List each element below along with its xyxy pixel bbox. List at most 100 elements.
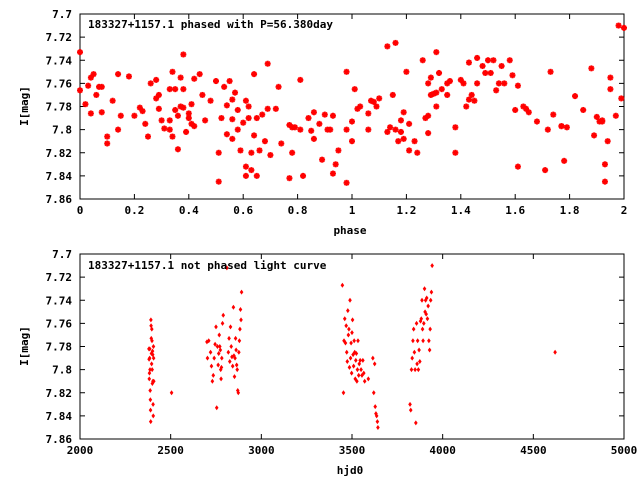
phased-marks — [77, 22, 627, 186]
phased-data-point — [256, 147, 263, 154]
phased-data-point — [384, 128, 391, 135]
unphased-data-point — [371, 390, 376, 396]
unphased-x-tick-label: 5000 — [611, 444, 638, 457]
phased-data-point — [444, 91, 451, 98]
phased-data-point — [174, 146, 181, 153]
phased-data-point — [215, 149, 222, 156]
unphased-data-point — [218, 347, 223, 353]
phased-data-point — [395, 138, 402, 145]
unphased-data-point — [214, 405, 219, 411]
phased-y-tick-label: 7.7 — [52, 8, 72, 21]
unphased-data-point — [424, 295, 429, 301]
unphased-data-point — [235, 387, 240, 393]
phased-data-point — [229, 116, 236, 123]
phased-data-point — [226, 78, 233, 85]
unphased-data-point — [218, 344, 222, 349]
phased-data-point — [98, 83, 105, 90]
phased-data-point — [278, 140, 285, 147]
phased-x-tick-label: 1.8 — [560, 204, 580, 217]
phased-data-point — [185, 115, 192, 122]
unphased-data-point — [419, 316, 424, 322]
unphased-data-point — [344, 349, 349, 355]
unphased-data-point — [151, 401, 155, 407]
phased-data-point — [223, 102, 230, 109]
unphased-data-point — [208, 349, 213, 355]
phased-y-tick-label: 7.78 — [46, 101, 73, 114]
unphased-data-point — [149, 361, 154, 367]
phased-data-point — [169, 68, 176, 75]
phased-data-point — [305, 115, 312, 122]
phased-data-point — [199, 91, 206, 98]
phased-data-point — [335, 147, 342, 154]
phased-data-point — [264, 60, 271, 67]
unphased-data-point — [228, 324, 233, 330]
unphased-data-point — [152, 378, 156, 384]
unphased-data-point — [233, 335, 238, 341]
phased-data-point — [525, 109, 532, 116]
unphased-y-tick-label: 7.82 — [46, 387, 73, 400]
unphased-data-point — [373, 404, 378, 410]
unphased-y-tick-label: 7.72 — [46, 271, 73, 284]
unphased-data-point — [226, 349, 231, 355]
phased-data-point — [291, 124, 298, 131]
unphased-x-tick-label: 4000 — [429, 444, 456, 457]
phased-data-point — [327, 126, 334, 133]
phased-data-point — [485, 57, 491, 64]
phased-data-point — [612, 112, 619, 119]
phased-data-point — [400, 135, 407, 142]
phased-data-point — [215, 178, 222, 185]
phased-data-point — [506, 57, 513, 64]
unphased-data-point — [375, 419, 380, 425]
unphased-data-point — [371, 355, 375, 361]
phased-data-point — [145, 133, 151, 140]
unphased-data-point — [348, 297, 352, 303]
phased-data-point — [392, 126, 399, 133]
phased-data-point — [172, 106, 179, 113]
unphased-data-point — [147, 376, 152, 382]
phased-data-point — [245, 103, 252, 110]
unphased-x-tick-label: 4500 — [520, 444, 547, 457]
unphased-y-tick-label: 7.86 — [46, 433, 73, 446]
unphased-plot-frame — [79, 253, 625, 440]
phased-data-point — [332, 161, 339, 168]
phased-data-point — [558, 123, 565, 130]
unphased-data-point — [148, 346, 152, 352]
unphased-data-point — [206, 338, 211, 344]
phased-data-point — [389, 91, 396, 98]
phased-data-point — [234, 126, 241, 133]
unphased-data-point — [346, 308, 350, 314]
phased-data-point — [310, 135, 317, 142]
phased-data-point — [384, 43, 391, 50]
unphased-data-point — [352, 338, 356, 344]
phased-data-point — [397, 117, 404, 124]
unphased-data-point — [418, 359, 422, 365]
unphased-data-point — [151, 355, 156, 361]
unphased-data-point — [376, 424, 380, 430]
phased-data-point — [427, 74, 434, 81]
phased-data-point — [153, 76, 160, 83]
unphased-data-point — [426, 303, 430, 309]
phased-data-point — [433, 49, 440, 56]
phased-y-axis-label: I[mag] — [18, 86, 31, 126]
unphased-data-point — [430, 263, 434, 269]
unphased-data-point — [420, 326, 425, 332]
phased-data-point — [196, 71, 203, 78]
unphased-data-point — [212, 355, 216, 361]
unphased-data-point — [237, 349, 241, 355]
phased-y-tick-label: 7.74 — [46, 54, 73, 67]
unphased-data-point — [350, 317, 355, 323]
phased-data-point — [438, 86, 445, 93]
phased-data-point — [229, 135, 236, 142]
phased-data-point — [373, 103, 380, 110]
phased-data-point — [158, 117, 165, 124]
unphased-x-tick-label: 3000 — [248, 444, 275, 457]
phased-data-point — [471, 97, 478, 104]
phased-data-point — [601, 178, 608, 185]
phased-panel: 0 0.2 0.4 0.6 0.8 1 1.2 1.4 1.6 1.8 2 7.7 7.72 7.74 7.… — [18, 8, 627, 237]
unphased-data-point — [238, 326, 242, 332]
unphased-data-point — [149, 317, 153, 323]
phased-data-point — [349, 118, 355, 125]
phased-data-point — [177, 74, 184, 81]
phased-data-point — [253, 115, 260, 122]
phased-data-point — [607, 74, 614, 81]
